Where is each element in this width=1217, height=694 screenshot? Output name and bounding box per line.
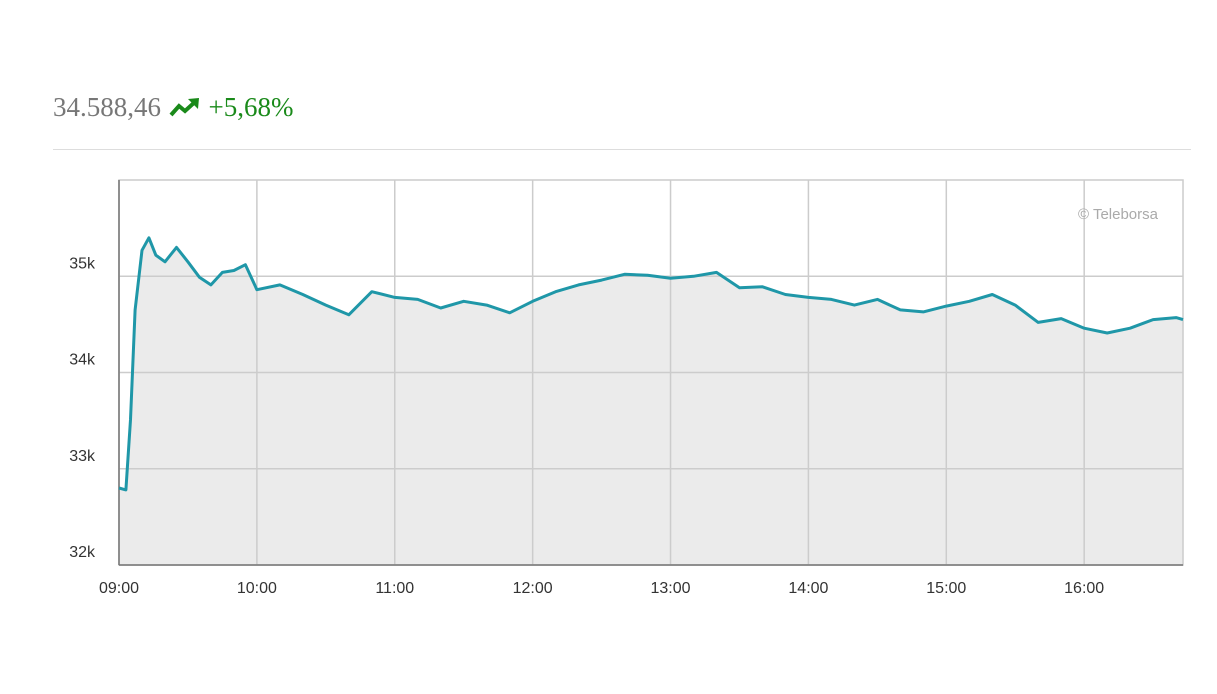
up-arrow-icon [169,98,199,117]
y-tick-label: 34k [69,352,96,369]
x-tick-label: 11:00 [375,580,414,597]
y-tick-label: 32k [69,544,96,561]
x-tick-label: 16:00 [1064,580,1104,597]
quote-header: 34.588,46 +5,68% [53,92,293,123]
x-tick-label: 09:00 [99,580,139,597]
x-tick-label: 14:00 [788,580,828,597]
divider [53,149,1191,150]
y-tick-label: 35k [69,255,96,272]
x-tick-label: 10:00 [237,580,277,597]
x-tick-label: 13:00 [651,580,691,597]
x-tick-label: 15:00 [926,580,966,597]
change-percent: +5,68% [208,92,294,122]
y-tick-label: 33k [69,448,96,465]
last-price: 34.588,46 [53,92,161,122]
area [119,237,1183,566]
watermark: © Teleborsa [1078,206,1159,223]
x-tick-label: 12:00 [513,580,553,597]
line [118,236,1184,492]
